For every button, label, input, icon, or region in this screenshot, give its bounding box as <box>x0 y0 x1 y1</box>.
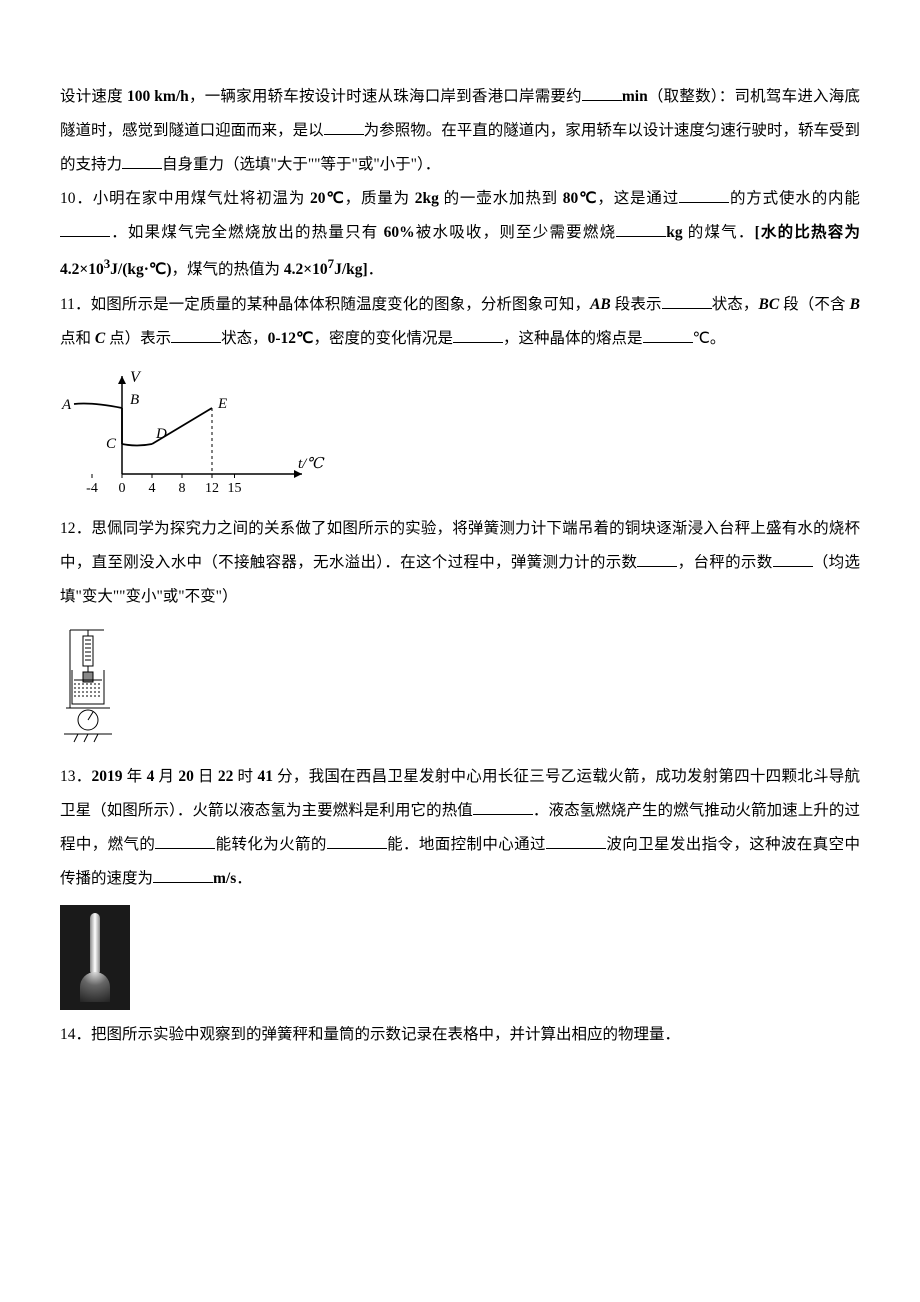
q10-b8: 4.2×10 <box>284 262 328 279</box>
svg-text:-4: -4 <box>86 481 98 496</box>
svg-text:12: 12 <box>205 481 219 496</box>
q12-text: 12．思佩同学为探究力之间的关系做了如图所示的实验，将弹簧测力计下端吊着的铜块逐… <box>60 512 860 614</box>
q10-num: 10． <box>60 190 93 207</box>
q11-t7: 状态， <box>221 330 268 347</box>
q10-t7: 被水吸收，则至少需要燃烧 <box>415 224 617 241</box>
svg-text:C: C <box>106 436 117 452</box>
svg-text:0: 0 <box>119 481 126 496</box>
q10-blank2 <box>60 222 110 238</box>
q13-t4: 时 <box>233 768 257 785</box>
q13-text: 13．2019 年 4 月 20 日 22 时 41 分，我国在西昌卫星发射中心… <box>60 760 860 896</box>
q11-text: 11．如图所示是一定质量的某种晶体体积随温度变化的图象，分析图象可知，AB 段表… <box>60 288 860 356</box>
q12-blank1 <box>637 552 677 568</box>
q13-b4: 22 <box>218 768 234 785</box>
q12-num: 12． <box>60 520 91 537</box>
svg-text:V: V <box>130 369 142 386</box>
q13-t8: 能．地面控制中心通过 <box>387 836 546 853</box>
q9-b1: 100 km/h <box>127 88 189 105</box>
q13-t2: 月 <box>154 768 178 785</box>
q10-b9: J/kg] <box>334 262 368 279</box>
q10-t2: ，质量为 <box>345 190 415 207</box>
q9-blank1 <box>582 86 622 102</box>
q13-t1: 年 <box>123 768 147 785</box>
q9-blank2 <box>324 120 364 136</box>
q10-b4: 60% <box>384 224 415 241</box>
q11-t10: ℃。 <box>693 330 726 347</box>
q11-t6: 点）表示 <box>105 330 171 347</box>
q11-t1: 如图所示是一定质量的某种晶体体积随温度变化的图象，分析图象可知， <box>91 296 590 313</box>
q11-blank1 <box>662 293 712 309</box>
q11-blank3 <box>453 327 503 343</box>
q10-t9: ，煤气的热值为 <box>172 262 284 279</box>
q14-num: 14． <box>60 1026 91 1043</box>
q11-t2: 段表示 <box>611 296 662 313</box>
q10-t4: ，这是通过 <box>597 190 679 207</box>
q11-blank4 <box>643 327 693 343</box>
vt-graph-svg: -4 0 4 8 12 15 Vt/℃ A B C D E <box>60 364 340 504</box>
q11-b1: 0-12℃ <box>268 330 314 347</box>
q12-figure <box>60 622 860 752</box>
rocket-image <box>60 905 130 1010</box>
q13-blank1 <box>473 800 533 816</box>
q13-t7: 能转化为火箭的 <box>215 836 327 853</box>
q11-ab: AB <box>590 296 611 313</box>
svg-text:15: 15 <box>228 481 242 496</box>
svg-text:8: 8 <box>179 481 186 496</box>
apparatus-svg <box>60 622 124 752</box>
q11-t4: 段（不含 <box>779 296 849 313</box>
svg-text:E: E <box>217 396 227 412</box>
q13-t10: ． <box>236 870 252 887</box>
q14-text: 14．把图所示实验中观察到的弹簧秤和量筒的示数记录在表格中，并计算出相应的物理量… <box>60 1018 860 1052</box>
q13-t3: 日 <box>194 768 218 785</box>
q10-blank3 <box>616 222 666 238</box>
q9-text: 设计速度 100 km/h，一辆家用轿车按设计时速从珠海口岸到香港口岸需要约 mi… <box>60 80 860 182</box>
q12-blank2 <box>773 552 813 568</box>
q11-bpt: B <box>850 296 860 313</box>
q11-blank2 <box>171 327 221 343</box>
q9-t1: 设计速度 <box>60 88 127 105</box>
q10-t5: 的方式使水的内能 <box>729 190 860 207</box>
q13-b5: 41 <box>257 768 273 785</box>
q10-text: 10．小明在家中用煤气灶将初温为 20℃，质量为 2kg 的一壶水加热到 80℃… <box>60 182 860 287</box>
q10-b2: 2kg <box>415 190 439 207</box>
q9-t5: 自身重力（选填"大于""等于"或"小于"）． <box>162 156 440 173</box>
svg-text:D: D <box>155 426 167 442</box>
q11-t5: 点和 <box>60 330 95 347</box>
q11-cpt: C <box>95 330 105 347</box>
q10-t6: ．如果煤气完全燃烧放出的热量只有 <box>110 224 384 241</box>
q10-b1: 20℃ <box>310 190 345 207</box>
q9-t2: ，一辆家用轿车按设计时速从珠海口岸到香港口岸需要约 <box>189 88 582 105</box>
q11-t3: 状态， <box>712 296 759 313</box>
q10-blank1 <box>679 188 729 204</box>
q10-b7: J/(kg·℃) <box>110 262 171 279</box>
q11-t8: ，密度的变化情况是 <box>313 330 453 347</box>
q13-b3: 20 <box>178 768 194 785</box>
q13-blank4 <box>546 834 606 850</box>
svg-text:B: B <box>130 392 139 408</box>
q13-num: 13． <box>60 768 92 785</box>
svg-text:t/℃: t/℃ <box>298 456 325 472</box>
q10-t8: 的煤气． <box>683 224 755 241</box>
q11-bc: BC <box>759 296 780 313</box>
q11-graph: -4 0 4 8 12 15 Vt/℃ A B C D E <box>60 364 860 504</box>
q9-b2: min <box>622 88 648 105</box>
q10-t10: ． <box>368 262 384 279</box>
q11-t9: ，这种晶体的熔点是 <box>503 330 643 347</box>
q10-t1: 小明在家中用煤气灶将初温为 <box>93 190 310 207</box>
q9-blank3 <box>122 154 162 170</box>
q10-t3: 的一壶水加热到 <box>439 190 563 207</box>
q13-blank3 <box>327 834 387 850</box>
q11-num: 11． <box>60 296 91 313</box>
q10-b5: kg <box>666 224 682 241</box>
q13-b1: 2019 <box>92 768 123 785</box>
q14-t1: 把图所示实验中观察到的弹簧秤和量筒的示数记录在表格中，并计算出相应的物理量． <box>91 1026 680 1043</box>
q10-b3: 80℃ <box>563 190 598 207</box>
q13-blank2 <box>155 834 215 850</box>
q12-t2: ，台秤的示数 <box>677 554 772 571</box>
svg-text:A: A <box>61 397 72 413</box>
svg-text:4: 4 <box>149 481 156 496</box>
q13-blank5 <box>153 868 213 884</box>
q13-b6: m/s <box>213 870 236 887</box>
